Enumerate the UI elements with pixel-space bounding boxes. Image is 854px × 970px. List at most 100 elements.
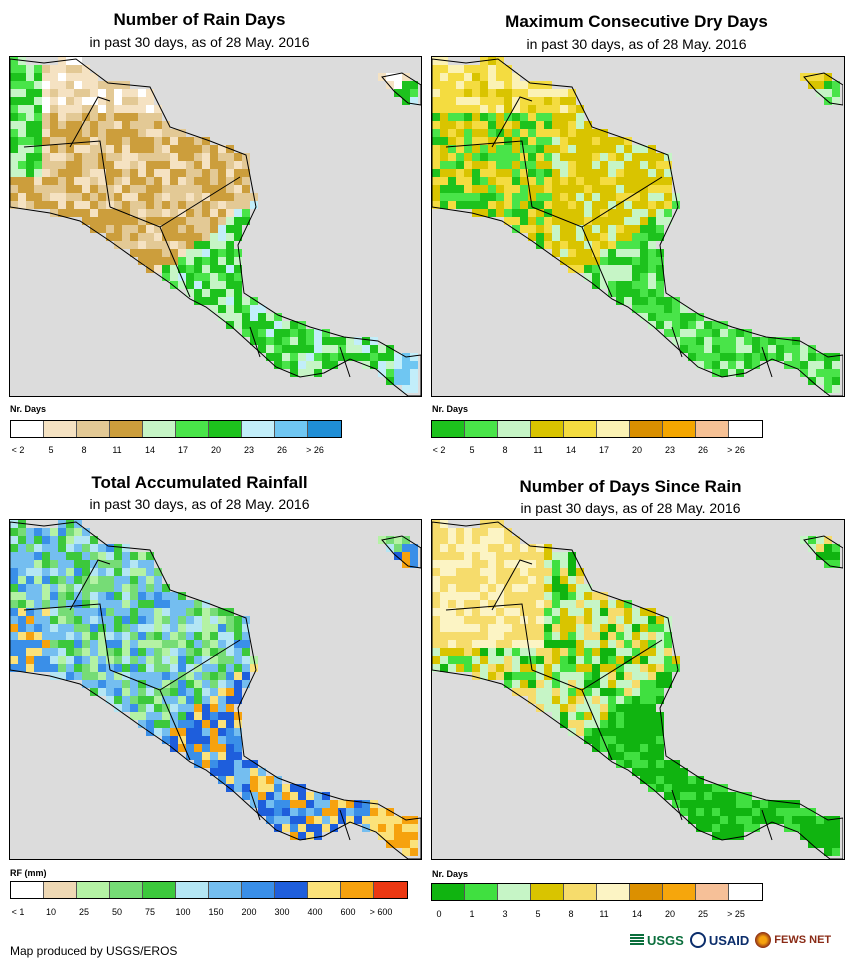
map-cell bbox=[282, 816, 290, 824]
map-cell bbox=[10, 576, 18, 584]
map-cell bbox=[50, 600, 58, 608]
map-cell bbox=[82, 161, 90, 169]
map-cell bbox=[496, 576, 504, 584]
map-cell bbox=[130, 696, 138, 704]
map-cell bbox=[552, 696, 560, 704]
map-cell bbox=[584, 600, 592, 608]
map-cell bbox=[42, 153, 50, 161]
map-cell bbox=[178, 145, 186, 153]
map-cell bbox=[178, 233, 186, 241]
map-cell bbox=[154, 728, 162, 736]
map-cell bbox=[170, 600, 178, 608]
map-cell bbox=[74, 552, 82, 560]
map-cell bbox=[760, 816, 768, 824]
map-cell bbox=[194, 672, 202, 680]
legend-tick-label: 8 bbox=[81, 445, 87, 455]
map-cell bbox=[26, 81, 34, 89]
map-cell bbox=[378, 824, 386, 832]
map-cell bbox=[130, 680, 138, 688]
map-cell bbox=[410, 816, 418, 824]
map-cell bbox=[512, 81, 520, 89]
map-cell bbox=[448, 177, 456, 185]
country-border bbox=[491, 96, 533, 148]
map-cell bbox=[410, 560, 418, 568]
map-cell bbox=[402, 840, 410, 848]
map-cell bbox=[600, 281, 608, 289]
map-cell bbox=[154, 169, 162, 177]
map-cell bbox=[520, 568, 528, 576]
map-cell bbox=[552, 153, 560, 161]
map-cell bbox=[832, 81, 840, 89]
legend-tick-label: 5 bbox=[48, 445, 54, 455]
map-cell bbox=[162, 624, 170, 632]
map-cell bbox=[114, 688, 122, 696]
map-cell bbox=[504, 592, 512, 600]
map-cell bbox=[512, 73, 520, 81]
map-cell bbox=[584, 201, 592, 209]
map-cell bbox=[234, 281, 242, 289]
map-cell bbox=[624, 153, 632, 161]
map-cell bbox=[82, 536, 90, 544]
map-cell bbox=[10, 201, 18, 209]
map-cell bbox=[432, 648, 440, 656]
map-cell bbox=[560, 664, 568, 672]
map-cell bbox=[440, 576, 448, 584]
map-cell bbox=[10, 73, 18, 81]
map-cell bbox=[218, 736, 226, 744]
map-cell bbox=[402, 824, 410, 832]
map-cell bbox=[592, 153, 600, 161]
map-cell bbox=[130, 137, 138, 145]
legend-title: RF (mm) bbox=[10, 868, 47, 878]
map-cell bbox=[624, 201, 632, 209]
map-cell bbox=[600, 185, 608, 193]
map-cell bbox=[226, 648, 234, 656]
map-cell bbox=[536, 696, 544, 704]
map-cell bbox=[560, 616, 568, 624]
map-cell bbox=[496, 169, 504, 177]
map-cell bbox=[66, 616, 74, 624]
map-cell bbox=[250, 201, 258, 209]
map-cell bbox=[90, 177, 98, 185]
map-cell bbox=[560, 552, 568, 560]
map-cell bbox=[784, 353, 792, 361]
map-cell bbox=[624, 616, 632, 624]
map-cell bbox=[34, 664, 42, 672]
map-cell bbox=[768, 353, 776, 361]
map-cell bbox=[122, 664, 130, 672]
map-cell bbox=[608, 241, 616, 249]
map-cell bbox=[504, 640, 512, 648]
map-cell bbox=[688, 784, 696, 792]
map-cell bbox=[608, 225, 616, 233]
map-cell bbox=[672, 297, 680, 305]
map-cell bbox=[66, 672, 74, 680]
map-cell bbox=[480, 193, 488, 201]
map-cell bbox=[560, 632, 568, 640]
map-cell bbox=[456, 169, 464, 177]
map-cell bbox=[552, 161, 560, 169]
map-cell bbox=[584, 728, 592, 736]
map-cell bbox=[98, 201, 106, 209]
map-cell bbox=[552, 105, 560, 113]
map-cell bbox=[210, 177, 218, 185]
map-cell bbox=[226, 632, 234, 640]
map-cell bbox=[234, 768, 242, 776]
map-cell bbox=[488, 592, 496, 600]
map-cell bbox=[432, 177, 440, 185]
map-cell bbox=[440, 105, 448, 113]
map-cell bbox=[194, 289, 202, 297]
map-cell bbox=[504, 113, 512, 121]
map-cell bbox=[186, 648, 194, 656]
map-cell bbox=[624, 297, 632, 305]
map-cell bbox=[496, 568, 504, 576]
map-cell bbox=[528, 592, 536, 600]
map-cell bbox=[616, 193, 624, 201]
map-cell bbox=[42, 648, 50, 656]
map-cell bbox=[632, 768, 640, 776]
map-cell bbox=[90, 145, 98, 153]
map-cell bbox=[146, 233, 154, 241]
map-cell bbox=[752, 800, 760, 808]
map-cell bbox=[504, 528, 512, 536]
map-cell bbox=[26, 592, 34, 600]
legend-swatch bbox=[176, 882, 209, 898]
map-cell bbox=[58, 672, 66, 680]
